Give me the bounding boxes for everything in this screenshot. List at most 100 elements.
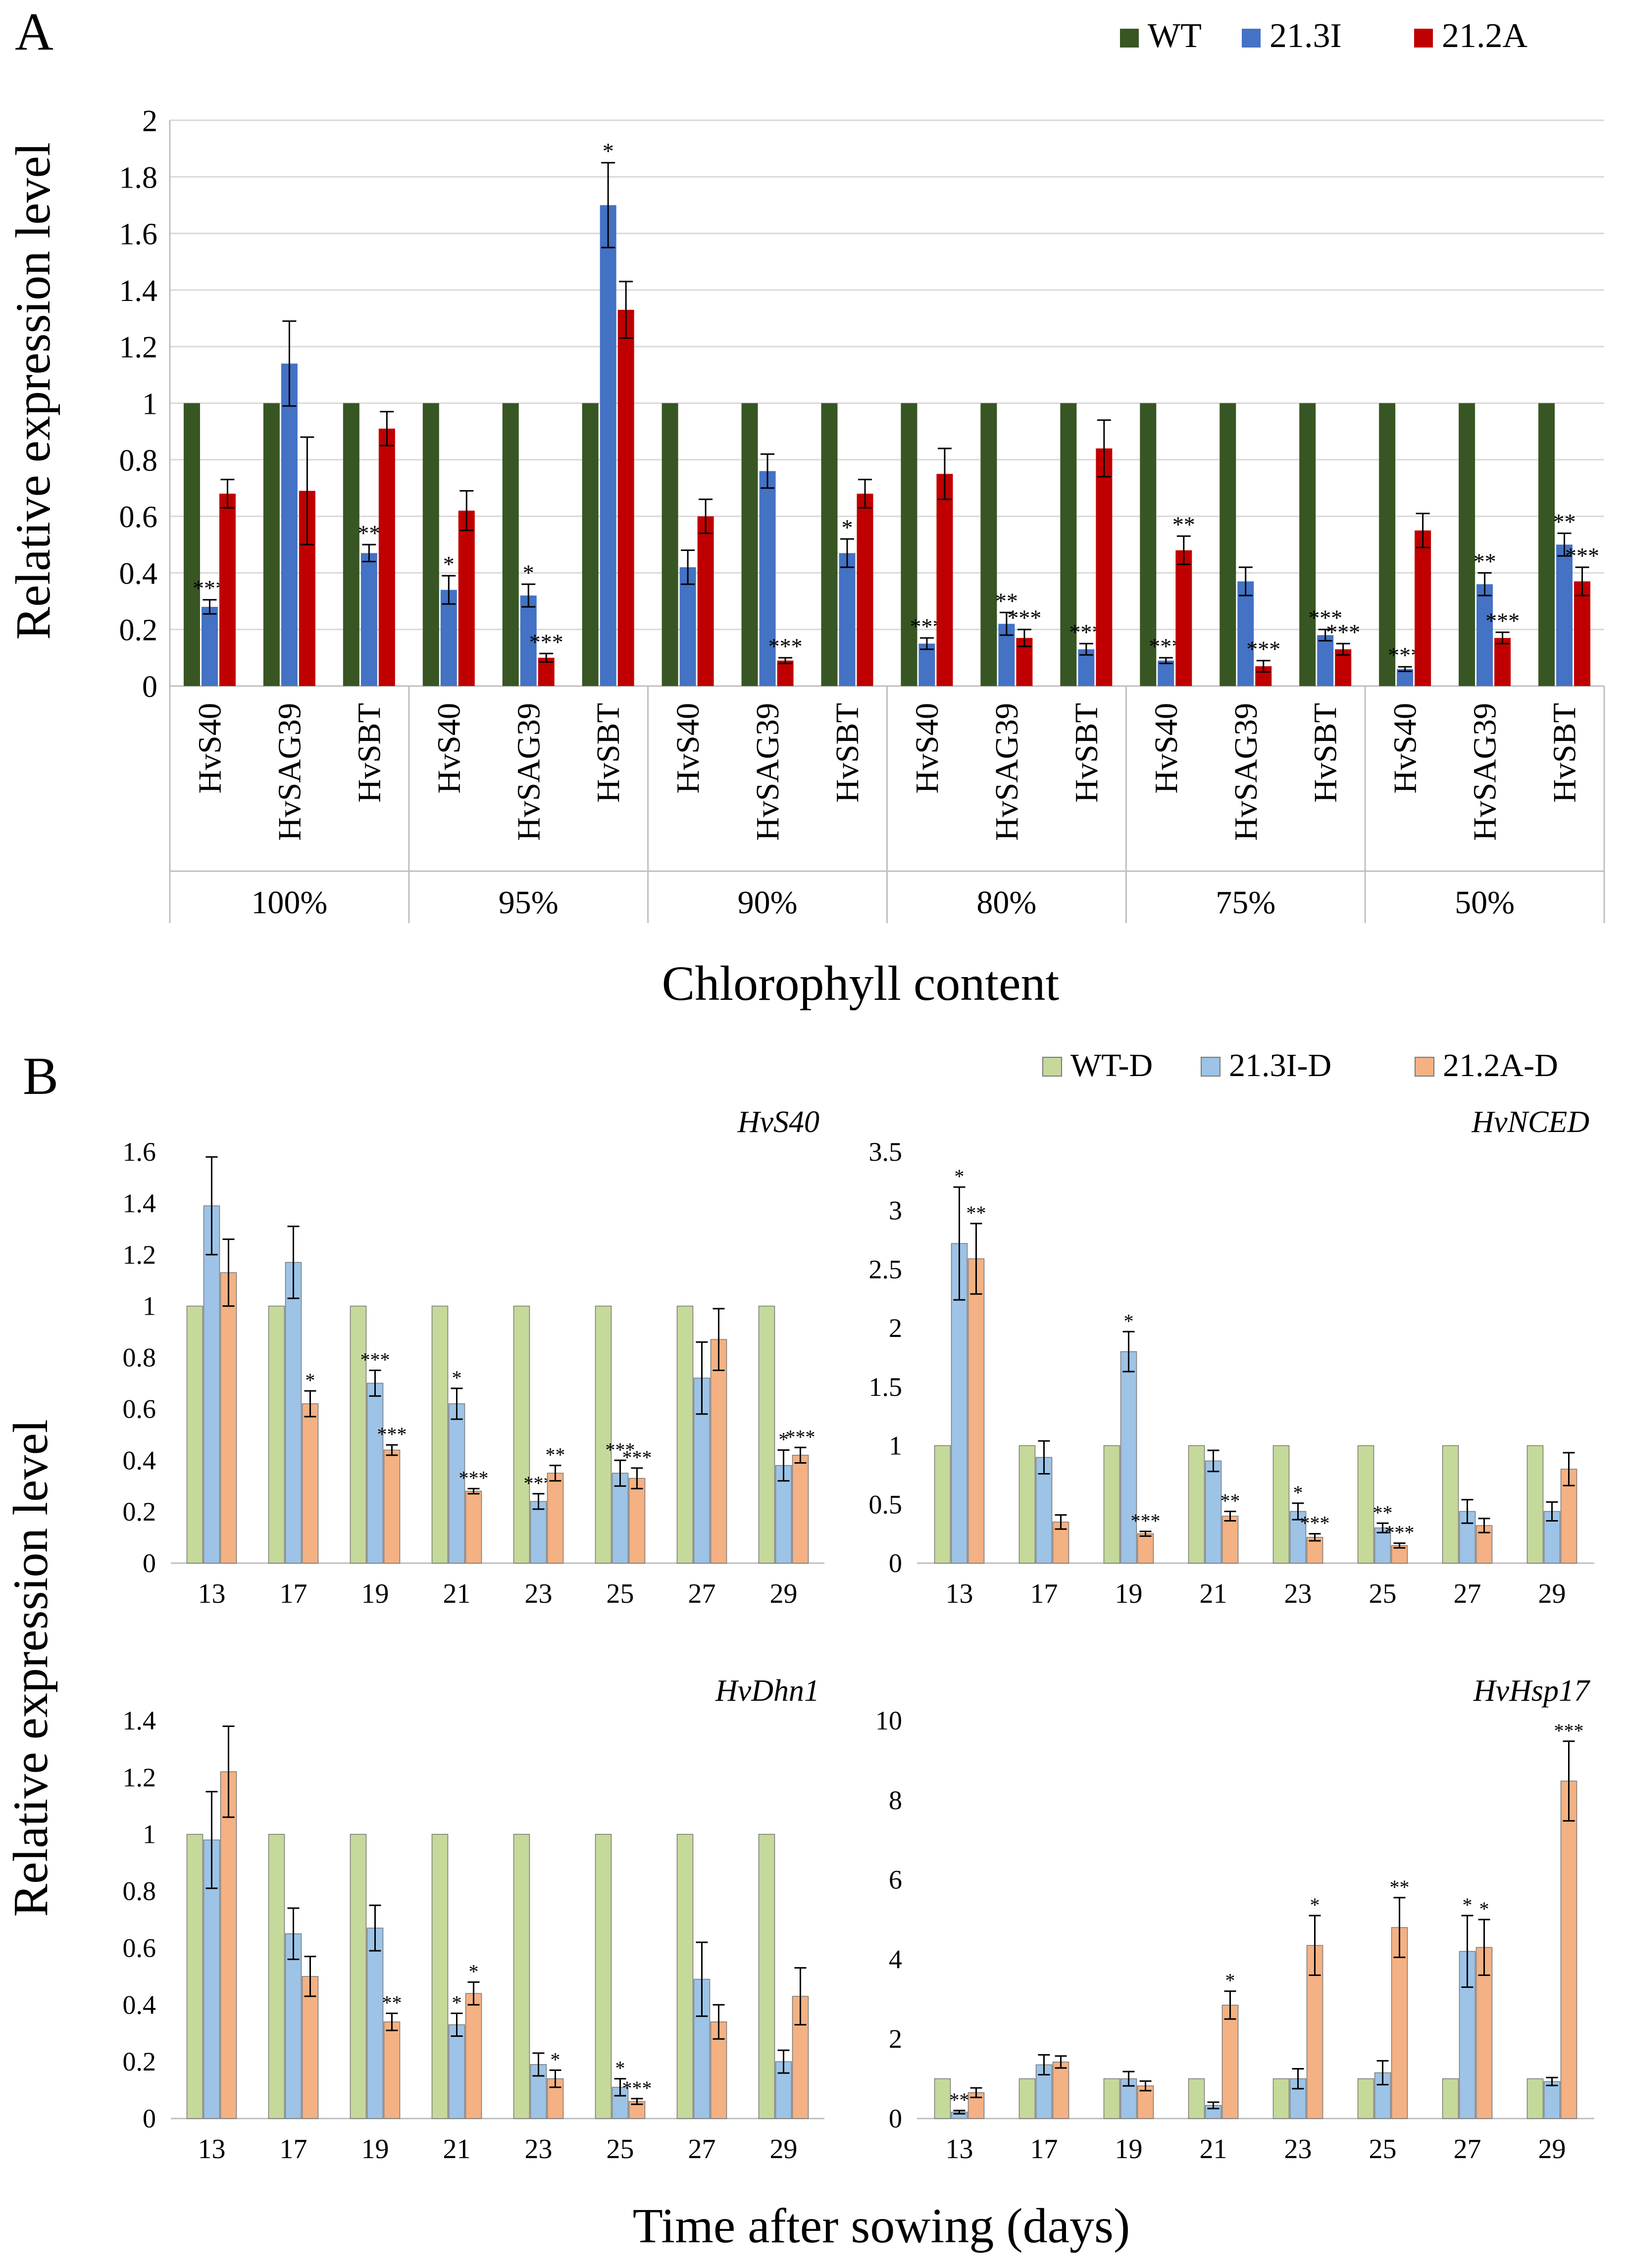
panel-a-y-axis-label: Relative expression level — [5, 142, 60, 640]
gene-tick-label: HvSAG39 — [989, 703, 1025, 841]
bar-212a-d — [302, 1976, 319, 2119]
legend-label-213i: 21.3I — [1270, 17, 1342, 55]
significance-label: * — [452, 1367, 462, 1389]
bar-wt-d — [1272, 2078, 1290, 2119]
bar-213i-d — [366, 1382, 384, 1564]
bar-wt — [183, 403, 200, 686]
legend-swatch-212a — [1414, 29, 1433, 48]
y-tick-label: 0.6 — [119, 500, 158, 534]
significance-label: *** — [1554, 1720, 1584, 1742]
chart-title: HvS40 — [737, 1105, 819, 1139]
bar-213i — [201, 606, 218, 686]
panel-b-x-axis-label: Time after sowing (days) — [633, 2198, 1130, 2253]
bar-213i-d — [1035, 1457, 1053, 1564]
bar-wt — [901, 403, 917, 686]
x-tick-label: 25 — [607, 2134, 634, 2165]
bar-wt-d — [1018, 1445, 1036, 1564]
y-tick-label: 2 — [889, 1313, 902, 1343]
bar-212a — [1415, 530, 1431, 686]
significance-label: ** — [1553, 509, 1576, 534]
bar-213i-d — [203, 1205, 220, 1564]
significance-label: *** — [1485, 608, 1520, 633]
gene-tick-label: HvSAG39 — [1467, 703, 1503, 841]
significance-label: * — [1124, 1310, 1134, 1332]
significance-label: *** — [1385, 1522, 1415, 1544]
bar-wt-d — [268, 1305, 285, 1564]
bar-wt — [1299, 403, 1316, 686]
bar-wt-d — [350, 1833, 367, 2119]
y-tick-label: 2 — [142, 104, 157, 138]
bar-wt — [1459, 403, 1475, 686]
x-tick-label: 13 — [946, 1578, 973, 1609]
panel-b-legend: WT-D 21.3I-D 21.2A-D — [1042, 1047, 1558, 1084]
bar-wt-d — [513, 1305, 530, 1564]
bar-wt — [263, 403, 280, 686]
significance-label: *** — [529, 629, 563, 654]
bar-213i — [839, 553, 856, 686]
x-tick-label: 23 — [525, 1578, 553, 1609]
x-tick-label: 19 — [1115, 2134, 1143, 2165]
gene-tick-label: HvSBT — [829, 703, 865, 803]
significance-label: *** — [622, 2077, 652, 2099]
y-tick-label: 1.5 — [869, 1372, 903, 1402]
bar-wt-d — [1357, 1445, 1374, 1564]
significance-label: * — [779, 1428, 789, 1450]
y-tick-label: 0.8 — [123, 1343, 156, 1373]
significance-label: *** — [459, 1467, 489, 1489]
gene-tick-label: HvSBT — [1547, 703, 1583, 803]
bar-wt — [1379, 403, 1396, 686]
y-tick-label: 3.5 — [869, 1137, 903, 1167]
bar-wt-d — [268, 1833, 285, 2119]
bar-213i — [360, 553, 377, 686]
significance-label: * — [443, 551, 455, 577]
significance-label: ** — [1474, 548, 1496, 574]
significance-label: *** — [1246, 637, 1280, 662]
bar-212a — [697, 516, 714, 686]
bar-212a-d — [220, 1771, 237, 2119]
bar-wt — [1220, 403, 1236, 686]
significance-label: ** — [546, 1444, 565, 1466]
bar-212a — [1175, 550, 1192, 686]
y-tick-label: 1 — [143, 1291, 156, 1321]
bar-213i-d — [775, 2061, 792, 2119]
bar-wt-d — [595, 1833, 612, 2119]
x-tick-label: 29 — [770, 1578, 798, 1609]
bar-213i — [440, 590, 457, 686]
y-tick-label: 1.8 — [119, 161, 158, 195]
gene-tick-label: HvS40 — [1387, 703, 1423, 793]
x-tick-label: 25 — [607, 1578, 634, 1609]
y-tick-label: 0.4 — [123, 1445, 156, 1475]
bar-213i-d — [448, 2024, 465, 2119]
y-tick-label: 0 — [889, 1548, 902, 1578]
x-tick-label: 23 — [1284, 1578, 1312, 1609]
chart-title: HvNCED — [1471, 1105, 1589, 1139]
bar-213i-d — [1205, 1460, 1222, 1564]
significance-label: *** — [1300, 1512, 1330, 1534]
significance-label: * — [452, 1992, 462, 2014]
bar-212a — [458, 510, 475, 686]
bar-wt-d — [1526, 2078, 1544, 2119]
x-tick-label: 25 — [1369, 2134, 1397, 2165]
significance-label: * — [469, 1960, 479, 1982]
bar-212a-d — [710, 1339, 727, 1564]
y-tick-label: 0 — [889, 2104, 902, 2133]
y-tick-label: 1.6 — [119, 218, 158, 251]
significance-label: * — [523, 560, 534, 585]
bar-213i — [759, 471, 776, 686]
bar-wt-d — [431, 1833, 449, 2119]
x-tick-label: 23 — [525, 2134, 553, 2165]
bar-212a — [219, 493, 236, 686]
bar-wt-d — [676, 1305, 694, 1564]
bar-212a-d — [1560, 1780, 1577, 2119]
y-tick-label: 1 — [143, 1820, 156, 1849]
significance-label: ** — [1172, 512, 1195, 537]
bar-wt — [741, 403, 758, 686]
bar-wt-d — [1526, 1445, 1544, 1564]
significance-label: * — [551, 2048, 560, 2071]
bar-212a-d — [1221, 2005, 1239, 2119]
bar-212a — [1096, 448, 1113, 686]
gene-tick-label: HvS40 — [192, 703, 228, 793]
